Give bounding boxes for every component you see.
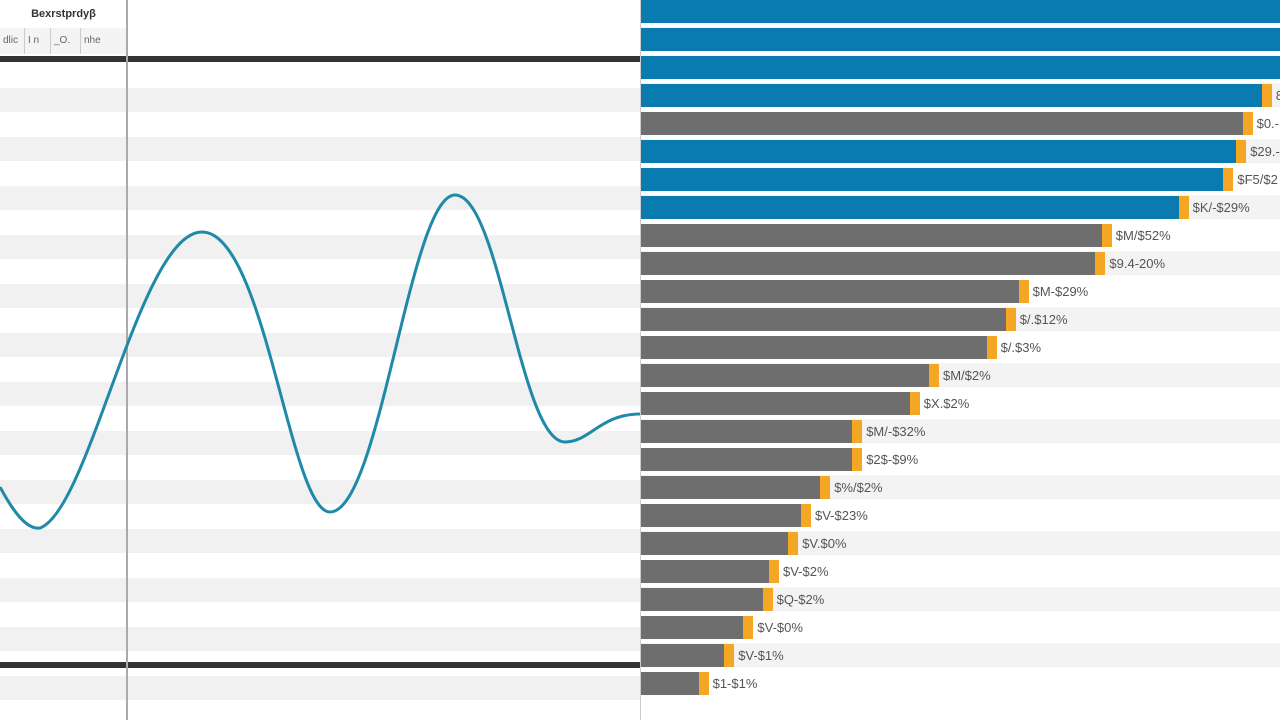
bar-label: $M/$52%: [1115, 228, 1171, 243]
row-stripe: [0, 578, 640, 602]
bar-cap: [852, 448, 863, 471]
bar-cap: [1261, 84, 1272, 107]
row-stripe: [641, 643, 1280, 667]
bar-label: $V.$0%: [802, 536, 847, 551]
bar: [641, 364, 929, 387]
bar-label: $0.-: [1256, 116, 1279, 131]
bar-label: $F5/$2: [1237, 172, 1278, 187]
bar-cap: [1101, 224, 1112, 247]
line-chart: [0, 193, 640, 530]
bar-cap: [1095, 252, 1106, 275]
bar: [641, 616, 744, 639]
bar-cap: [1018, 280, 1029, 303]
divider-bottom: [0, 662, 640, 668]
bar: [641, 308, 1006, 331]
bar: [641, 672, 699, 695]
line-series: [0, 193, 640, 530]
bar-panel: 8 $0.- $29.- $F5/$2 $K/-$29% $M/$52% $9.4-20% $…: [640, 0, 1280, 720]
subheader-cell: nhe: [80, 28, 126, 54]
bar-cap: [820, 476, 831, 499]
vertical-rule: [126, 0, 128, 720]
bar: [641, 140, 1237, 163]
bar-label: $Q-$2%: [776, 592, 825, 607]
bar-cap: [762, 588, 773, 611]
bar: [641, 168, 1224, 191]
row-stripe: [0, 480, 640, 504]
bar: [641, 56, 1280, 79]
bar-label: $V-$2%: [783, 564, 829, 579]
bar-cap: [769, 560, 779, 583]
bar-cap: [801, 504, 811, 527]
bar-cap: [698, 672, 709, 695]
row-stripe: [0, 529, 640, 553]
bar: [641, 28, 1280, 51]
bar-cap: [788, 532, 799, 555]
bar: [641, 336, 987, 359]
panel-header: Bexrstprdyβ: [31, 8, 96, 20]
divider-top: [0, 56, 640, 62]
bar: [641, 392, 910, 415]
row-stripe: [0, 431, 640, 455]
bar: [641, 224, 1102, 247]
bar-label: $29.-: [1250, 144, 1280, 159]
bar: [641, 448, 853, 471]
bar-label: $V-$0%: [757, 620, 803, 635]
bar-cap: [986, 336, 997, 359]
bar-cap: [1178, 196, 1189, 219]
bar-label: $M-$29%: [1032, 284, 1089, 299]
bar-cap: [1223, 168, 1234, 191]
bar-label: $M/-$32%: [866, 424, 926, 439]
bar: [641, 532, 789, 555]
bar: [641, 84, 1262, 107]
bar-label: $1-$1%: [712, 676, 758, 691]
bar: [641, 476, 821, 499]
bar: [641, 504, 801, 527]
line-panel: Bexrstprdyβ dlic I n _O. nhe: [0, 0, 640, 720]
row-stripe: [0, 186, 640, 210]
bar: [641, 420, 853, 443]
row-stripe: [0, 627, 640, 651]
bar-cap: [852, 420, 863, 443]
bar-label: 8: [1275, 88, 1280, 103]
bar-label: $K/-$29%: [1192, 200, 1250, 215]
bar-cap: [929, 364, 939, 387]
bar-label: $M/$2%: [943, 368, 991, 383]
bar: [641, 112, 1243, 135]
bar-cap: [724, 644, 735, 667]
bar-cap: [1236, 140, 1247, 163]
subheader-cell: dlic: [0, 28, 24, 54]
row-stripe: [0, 88, 640, 112]
row-stripe: [0, 284, 640, 308]
bar-cap: [1242, 112, 1253, 135]
bar: [641, 588, 763, 611]
bar-label: $V-$1%: [738, 648, 784, 663]
bar-label: $%/$2%: [834, 480, 883, 495]
row-stripe: [0, 137, 640, 161]
bar-cap: [909, 392, 920, 415]
bar-cap: [1005, 308, 1016, 331]
bar: [641, 0, 1280, 23]
subheader-cell: I n: [24, 28, 50, 54]
row-stripe: [0, 333, 640, 357]
row-stripe: [0, 676, 640, 700]
bar-label: $/.$3%: [1000, 340, 1042, 355]
bar-cap: [743, 616, 754, 639]
bar-label: $V-$23%: [815, 508, 868, 523]
bar-label: $/.$12%: [1019, 312, 1068, 327]
bar: [641, 280, 1019, 303]
bar-label: $2$-$9%: [866, 452, 919, 467]
bar-label: $X.$2%: [923, 396, 970, 411]
bar: [641, 252, 1096, 275]
bar: [641, 644, 725, 667]
subheader-cell: _O.: [50, 28, 80, 54]
bar: [641, 196, 1179, 219]
row-stripe: [0, 235, 640, 259]
bar-label: $9.4-20%: [1109, 256, 1166, 271]
bar: [641, 560, 769, 583]
